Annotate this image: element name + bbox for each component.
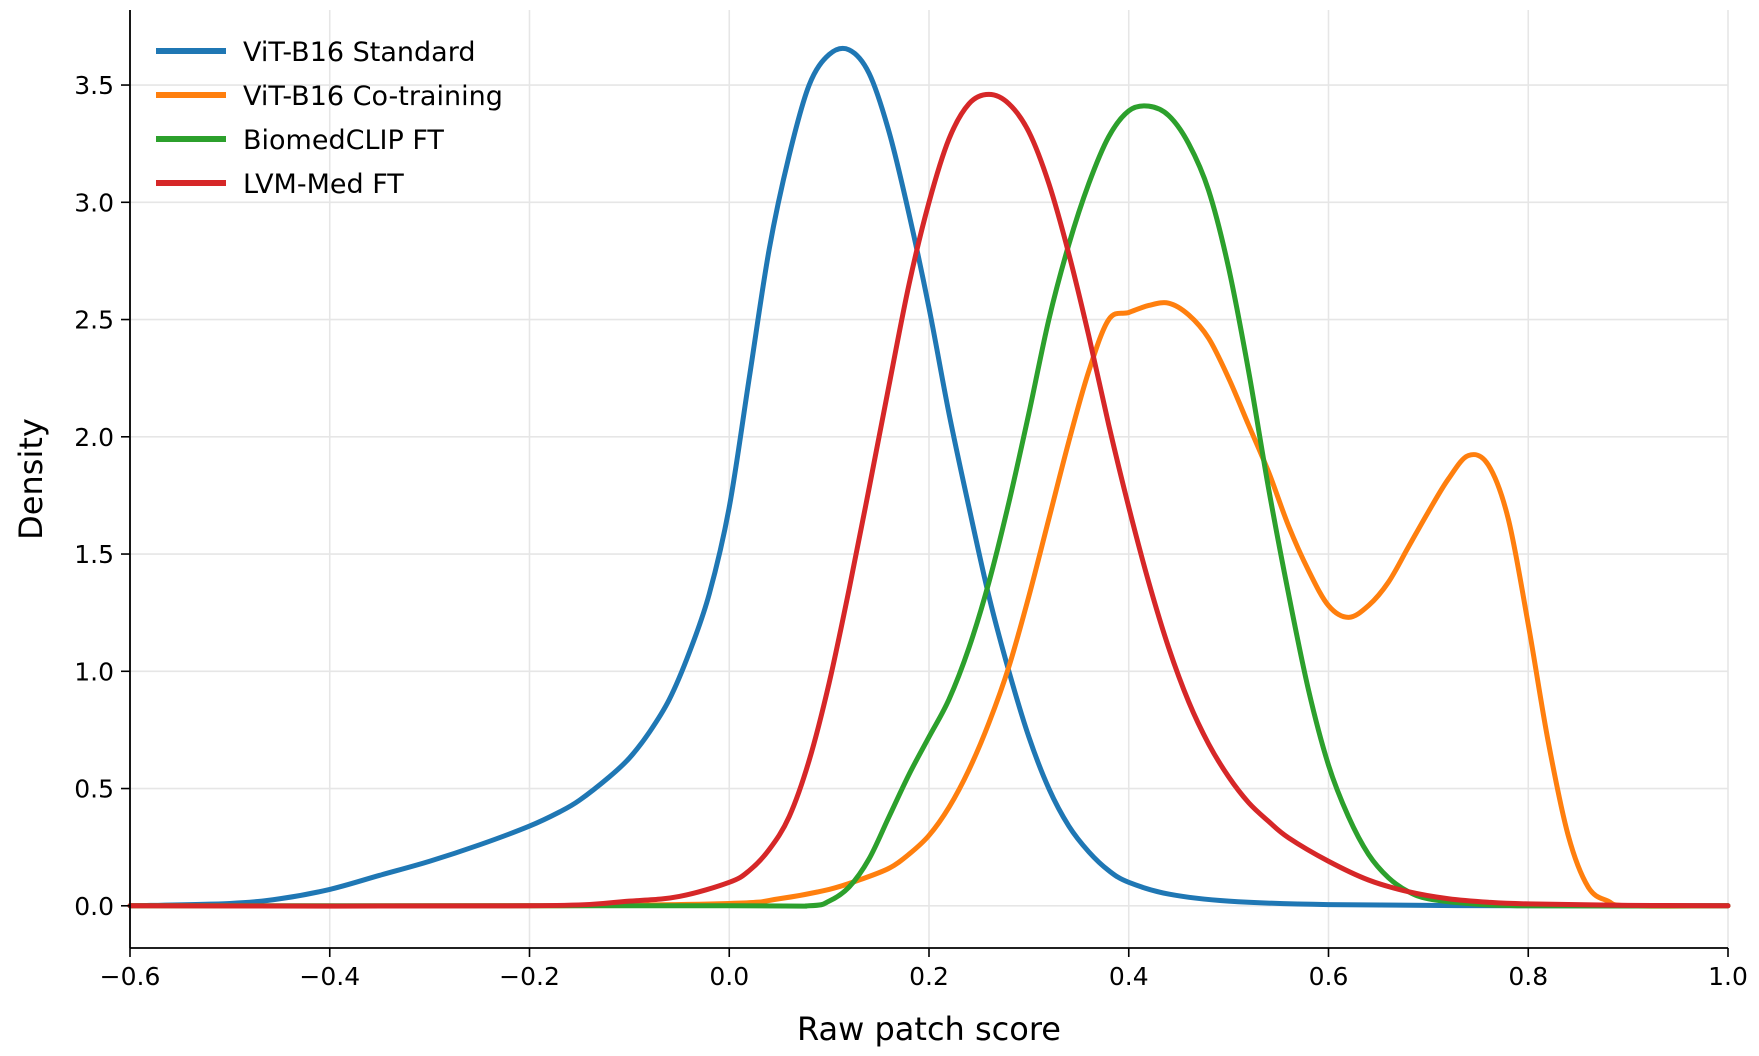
y-tick-label: 2.5	[74, 306, 114, 335]
y-ticks: 0.0 0.5 1.0 1.5 2.0 2.5 3.0 3.5	[74, 71, 130, 921]
x-tick-label: 0.6	[1309, 962, 1349, 991]
legend-item-biomedclip-ft: BiomedCLIP FT	[156, 125, 444, 156]
legend-label: ViT-B16 Standard	[243, 37, 475, 68]
legend-item-lvm-med-ft: LVM-Med FT	[156, 169, 404, 200]
legend-item-vit-b16-co-training: ViT-B16 Co-training	[156, 81, 503, 112]
y-tick-label: 3.0	[74, 188, 114, 217]
x-tick-label: 0.4	[1109, 962, 1149, 991]
y-tick-label: 0.5	[74, 775, 114, 804]
y-tick-label: 3.5	[74, 71, 114, 100]
legend-item-vit-b16-standard: ViT-B16 Standard	[156, 37, 475, 68]
x-tick-label: 0.8	[1508, 962, 1548, 991]
x-ticks: −0.6 −0.4 −0.2 0.0 0.2 0.4 0.6 0.8 1.0	[100, 948, 1748, 991]
x-tick-label: −0.4	[299, 962, 360, 991]
y-tick-label: 2.0	[74, 423, 114, 452]
x-tick-label: 1.0	[1708, 962, 1748, 991]
y-axis-title: Density	[12, 418, 50, 540]
x-axis-title: Raw patch score	[797, 1010, 1061, 1048]
x-tick-label: −0.2	[499, 962, 560, 991]
series-line-vit-b16-co-training	[127, 300, 1731, 909]
legend: ViT-B16 Standard ViT-B16 Co-training Biome…	[156, 37, 503, 200]
legend-label: ViT-B16 Co-training	[243, 81, 503, 112]
x-tick-label: 0.0	[709, 962, 749, 991]
series-line-vit-b16-standard	[127, 45, 1731, 909]
y-tick-label: 1.5	[74, 540, 114, 569]
y-tick-label: 0.0	[74, 892, 114, 921]
x-tick-label: −0.6	[100, 962, 161, 991]
legend-label: BiomedCLIP FT	[243, 125, 444, 156]
series-line-lvm-med-ft	[127, 91, 1731, 909]
y-tick-label: 1.0	[74, 657, 114, 686]
series-layer	[127, 45, 1731, 909]
grid	[129, 10, 1729, 948]
series-line-biomedclip-ft	[127, 103, 1731, 909]
legend-label: LVM-Med FT	[243, 169, 404, 200]
x-tick-label: 0.2	[909, 962, 949, 991]
